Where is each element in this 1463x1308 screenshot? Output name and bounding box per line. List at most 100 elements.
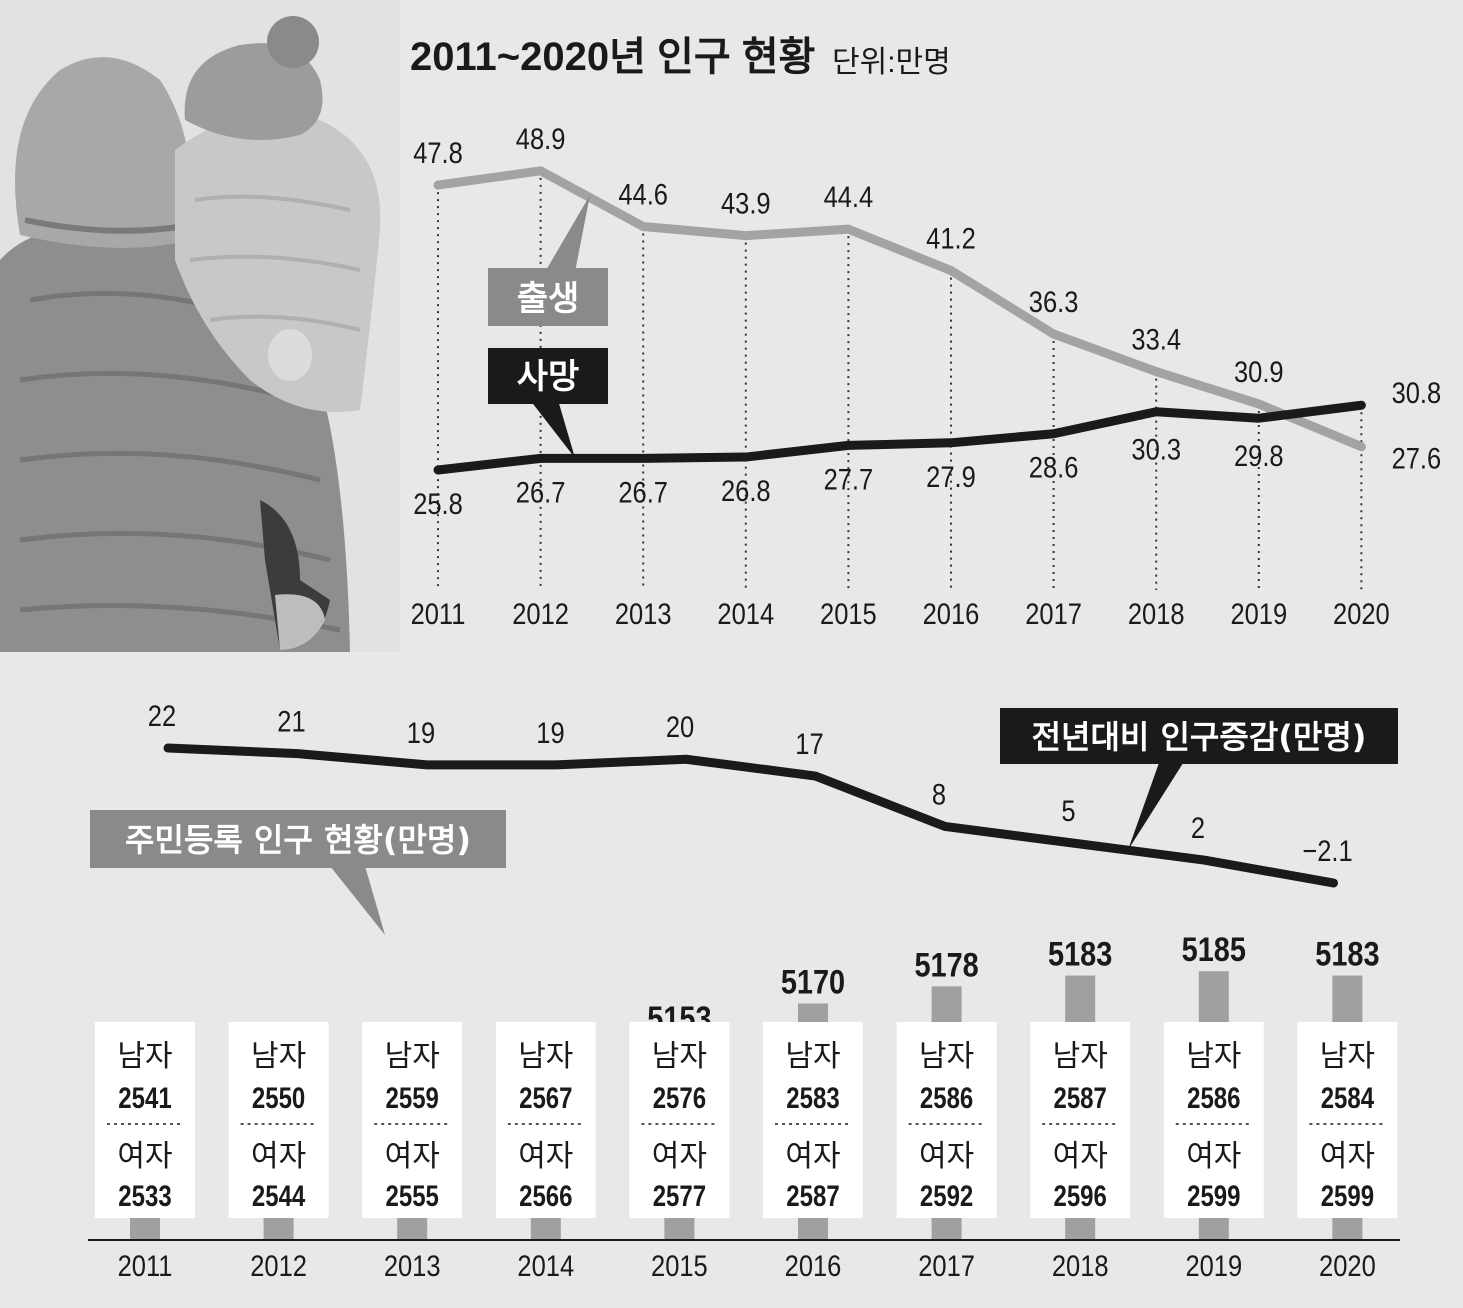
x-tick-label: 2011 [411, 597, 466, 630]
change-value-label: 22 [148, 699, 176, 732]
gender-card [362, 1022, 463, 1218]
chart-title: 2011~2020년 인구 현황 [410, 35, 815, 79]
registered-chart-title: 주민등록 인구 현황(만명) [125, 821, 471, 859]
female-value: 2566 [519, 1178, 572, 1212]
male-value: 2576 [653, 1080, 706, 1114]
female-label: 여자 [251, 1139, 306, 1174]
change-value-label: 19 [407, 716, 435, 749]
total-value-label: 5183 [1315, 934, 1379, 973]
series-line-death [433, 400, 1366, 475]
change-chart-title: 전년대비 인구증감(만명) [1032, 718, 1367, 756]
female-value: 2599 [1187, 1178, 1240, 1212]
male-value: 2559 [386, 1080, 439, 1114]
gender-card [1030, 1022, 1131, 1218]
gender-card [1163, 1022, 1264, 1218]
registered-chart-bars: 5073(전체)남자2541여자25335095남자2550여자25445114… [95, 930, 1398, 1240]
series-line-change [163, 743, 1338, 888]
female-label: 여자 [785, 1139, 840, 1174]
change-value-label: 8 [932, 778, 946, 811]
total-value-label: 5178 [914, 945, 978, 984]
change-value-label: 20 [666, 710, 694, 743]
top-chart-labels: 47.8 48.9 44.6 43.9 44.4 41.2 36.3 33.4 30.9 27.6… [413, 122, 1441, 521]
male-value: 2583 [786, 1080, 839, 1114]
male-label: 남자 [1320, 1039, 1375, 1074]
birth-value-label: 47.8 [413, 136, 463, 169]
male-value: 2550 [252, 1080, 305, 1114]
birth-value-label: 41.2 [926, 222, 976, 255]
gender-card [896, 1022, 997, 1218]
change-chart-title-box: 전년대비 인구증감(만명) [1000, 708, 1398, 850]
death-value-label: 26.7 [516, 475, 566, 508]
change-value-label: 5 [1061, 794, 1075, 827]
x-tick-label: 2015 [820, 597, 877, 630]
x-tick-label: 2020 [1333, 597, 1390, 630]
female-value: 2592 [920, 1178, 973, 1212]
unit-label: 단위:만명 [832, 46, 951, 79]
male-label: 남자 [385, 1039, 440, 1074]
gender-card [629, 1022, 730, 1218]
death-value-label: 26.7 [618, 475, 668, 508]
registered-chart-x-axis: 2011 2012 2013 2014 2015 2016 2017 2018 2019 2020 [118, 1249, 1376, 1282]
change-value-label: 17 [795, 727, 823, 760]
male-label: 남자 [117, 1039, 172, 1074]
gender-card [495, 1022, 596, 1218]
male-label: 남자 [251, 1039, 306, 1074]
registered-chart-title-box: 주민등록 인구 현황(만명) [90, 810, 506, 935]
birth-value-label: 27.6 [1392, 442, 1442, 475]
death-value-label: 25.8 [413, 487, 463, 520]
x-tick-label: 2015 [651, 1249, 708, 1282]
x-tick-label: 2017 [1025, 597, 1082, 630]
x-tick-label: 2017 [918, 1249, 975, 1282]
gender-card [95, 1022, 195, 1218]
gender-card [763, 1022, 863, 1218]
female-value: 2555 [386, 1178, 439, 1212]
x-tick-label: 2019 [1230, 597, 1287, 630]
male-value: 2541 [118, 1080, 171, 1114]
female-label: 여자 [652, 1139, 707, 1174]
x-tick-label: 2014 [517, 1249, 574, 1282]
x-tick-label: 2011 [118, 1249, 173, 1282]
death-value-label: 27.7 [824, 462, 874, 495]
x-tick-label: 2012 [250, 1249, 307, 1282]
x-tick-label: 2016 [785, 1249, 842, 1282]
series-line-birth [433, 166, 1366, 452]
male-label: 남자 [1053, 1039, 1108, 1074]
female-label: 여자 [1186, 1139, 1241, 1174]
male-value: 2586 [1187, 1080, 1240, 1114]
total-value-label: 5170 [781, 962, 845, 1001]
legend-death: 사망 [488, 348, 608, 458]
birth-value-label: 48.9 [516, 122, 566, 155]
birth-value-label: 43.9 [721, 187, 771, 220]
change-value-label: 19 [536, 716, 564, 749]
total-value-label: 5185 [1182, 930, 1246, 969]
x-tick-label: 2019 [1185, 1249, 1242, 1282]
male-label: 남자 [518, 1039, 573, 1074]
death-value-label: 27.9 [926, 460, 976, 493]
male-label: 남자 [1186, 1039, 1241, 1074]
birth-value-label: 44.6 [618, 178, 668, 211]
death-value-label: 26.8 [721, 474, 771, 507]
female-value: 2587 [786, 1178, 839, 1212]
male-value: 2587 [1054, 1080, 1107, 1114]
female-label: 여자 [117, 1139, 172, 1174]
male-value: 2567 [519, 1080, 572, 1114]
x-tick-label: 2013 [615, 597, 672, 630]
parent-holding-child-photo [0, 0, 400, 652]
x-tick-label: 2014 [717, 597, 774, 630]
death-value-label: 30.8 [1392, 376, 1442, 409]
x-tick-label: 2018 [1052, 1249, 1109, 1282]
death-value-label: 29.8 [1234, 439, 1284, 472]
x-tick-label: 2020 [1319, 1249, 1376, 1282]
male-value: 2586 [920, 1080, 973, 1114]
legend-birth-label: 출생 [517, 279, 580, 319]
female-value: 2544 [252, 1178, 305, 1212]
female-label: 여자 [1320, 1139, 1375, 1174]
birth-value-label: 36.3 [1029, 285, 1079, 318]
female-label: 여자 [518, 1139, 573, 1174]
gender-card [228, 1022, 329, 1218]
birth-value-label: 44.4 [824, 180, 874, 213]
top-chart-lines [433, 166, 1366, 475]
death-value-label: 28.6 [1029, 451, 1079, 484]
male-value: 2584 [1321, 1080, 1374, 1114]
